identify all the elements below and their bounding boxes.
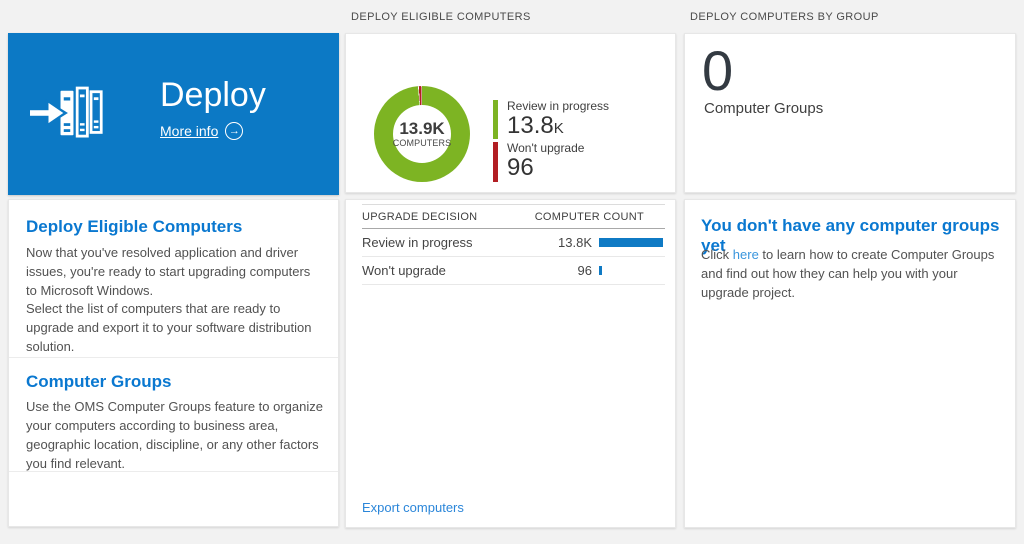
- empty-state-text-suffix: to learn how to create Computer Groups a…: [701, 247, 995, 300]
- column-deploy-eligible-computers: DEPLOY ELIGIBLE COMPUTERS 13.9K COMPUTER…: [345, 0, 676, 544]
- deploy-tile[interactable]: Deploy More info →: [8, 33, 339, 195]
- donut-total-label: COMPUTERS: [392, 138, 452, 149]
- legend-item-review-in-progress[interactable]: Review in progress 13.8K: [493, 99, 610, 140]
- computer-groups-count-label: Computer Groups: [704, 100, 824, 117]
- column-header-deploy-computers-by-group: DEPLOY COMPUTERS BY GROUP: [690, 11, 879, 23]
- computer-groups-count: 0: [702, 39, 734, 102]
- column-header-computer-count: COMPUTER COUNT: [534, 210, 644, 223]
- section-paragraph: Now that you've resolved application and…: [26, 245, 311, 298]
- legend-value: 96: [507, 154, 609, 182]
- no-computer-groups-card: You don't have any computer groups yet C…: [684, 199, 1016, 528]
- arrow-right-circle-icon: →: [225, 122, 244, 141]
- cell-count-bar: [599, 238, 665, 247]
- tile-title: Deploy: [160, 76, 266, 114]
- empty-state-text-prefix: Click: [701, 247, 733, 262]
- table-header-row: UPGRADE DECISION COMPUTER COUNT: [362, 204, 665, 229]
- section-paragraph: Select the list of computers that are re…: [26, 301, 312, 354]
- column-header-upgrade-decision: UPGRADE DECISION: [362, 210, 478, 223]
- column-deploy-overview: Deploy More info → Deploy Eligible Compu…: [8, 0, 339, 544]
- eligible-computers-chart-card: 13.9K COMPUTERS Review in progress 13.8K…: [345, 33, 676, 193]
- donut-center: 13.9K COMPUTERS: [393, 105, 451, 163]
- cell-upgrade-decision: Review in progress: [362, 235, 473, 250]
- count-bar: [599, 266, 602, 275]
- upgrade-decision-table-card: UPGRADE DECISION COMPUTER COUNT Review i…: [345, 199, 676, 528]
- cell-computer-count: 13.8K: [558, 235, 592, 250]
- legend-label: Won't upgrade: [507, 141, 585, 156]
- divider: [9, 471, 338, 472]
- legend-item-wont-upgrade[interactable]: Won't upgrade 96: [493, 141, 609, 182]
- deploy-icon: [30, 83, 104, 143]
- chart-legend: Review in progress 13.8K Won't upgrade 9…: [493, 99, 610, 185]
- here-link[interactable]: here: [732, 247, 759, 262]
- column-deploy-computers-by-group: DEPLOY COMPUTERS BY GROUP 0 Computer Gro…: [684, 0, 1016, 544]
- legend-value: 13.8K: [507, 111, 609, 139]
- more-info-label: More info: [160, 123, 219, 140]
- donut-chart[interactable]: 13.9K COMPUTERS: [374, 86, 470, 182]
- legend-value-suffix: K: [553, 119, 564, 137]
- table-row[interactable]: Review in progress 13.8K: [362, 229, 665, 257]
- more-info-link[interactable]: More info →: [160, 122, 244, 141]
- deploy-description-card: Deploy Eligible Computers Now that you'v…: [8, 199, 339, 527]
- donut-total-value: 13.9K: [399, 118, 445, 138]
- computer-groups-count-card: 0 Computer Groups: [684, 33, 1016, 193]
- empty-state-text: Click here to learn how to create Comput…: [701, 246, 1003, 303]
- cell-upgrade-decision: Won't upgrade: [362, 263, 446, 278]
- section-heading-deploy-eligible-computers: Deploy Eligible Computers: [26, 217, 243, 236]
- cell-count-bar: [599, 266, 665, 275]
- section-paragraph: Use the OMS Computer Groups feature to o…: [26, 399, 323, 471]
- divider: [9, 357, 338, 358]
- count-bar: [599, 238, 663, 247]
- empty-state-heading: You don't have any computer groups yet: [701, 216, 1000, 255]
- export-computers-link[interactable]: Export computers: [362, 500, 464, 515]
- cell-computer-count: 96: [577, 263, 592, 278]
- legend-value-number: 96: [507, 154, 534, 182]
- section-heading-computer-groups: Computer Groups: [26, 372, 172, 391]
- legend-label: Review in progress: [507, 99, 610, 113]
- column-header-deploy-eligible-computers: DEPLOY ELIGIBLE COMPUTERS: [351, 11, 531, 23]
- table-row[interactable]: Won't upgrade 96: [362, 257, 665, 285]
- legend-value-number: 13.8: [507, 111, 554, 139]
